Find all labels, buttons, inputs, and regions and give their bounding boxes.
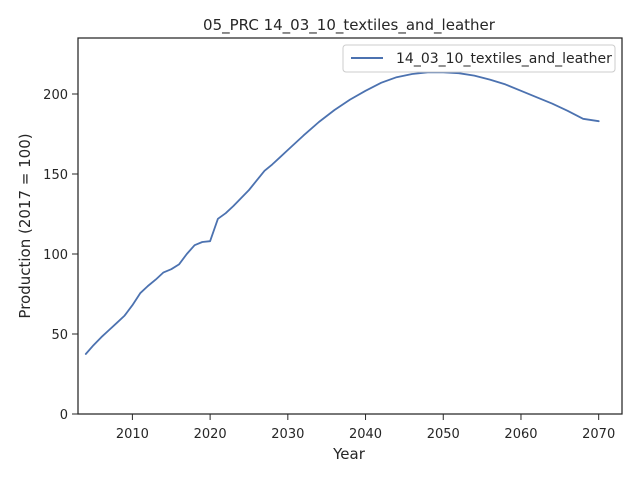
y-tick-label: 200	[43, 88, 68, 103]
x-tick-label: 2020	[194, 427, 227, 442]
chart-title: 05_PRC 14_03_10_textiles_and_leather	[203, 16, 496, 35]
legend: 14_03_10_textiles_and_leather	[342, 44, 616, 73]
x-tick-label: 2070	[582, 427, 615, 442]
y-axis-ticks: 0 50 100 150 200	[43, 88, 78, 423]
legend-entry-label: 14_03_10_textiles_and_leather	[396, 51, 612, 67]
plot-area-frame	[77, 37, 623, 415]
y-tick-label: 100	[43, 248, 68, 263]
x-axis-label: Year	[332, 445, 366, 463]
legend-box	[342, 44, 616, 73]
x-tick-label: 2030	[271, 427, 304, 442]
x-tick-label: 2040	[349, 427, 382, 442]
x-tick-label: 2010	[116, 427, 149, 442]
series-line	[84, 71, 600, 355]
y-axis-label: Production (2017 = 100)	[16, 133, 34, 318]
x-axis-ticks: 2010 2020 2030 2040 2050 2060 2070	[116, 414, 615, 442]
y-tick-label: 50	[51, 328, 68, 343]
series-layer	[84, 71, 600, 355]
x-tick-label: 2060	[504, 427, 537, 442]
y-tick-label: 150	[43, 168, 68, 183]
y-tick-label: 0	[60, 408, 68, 423]
x-tick-label: 2050	[427, 427, 460, 442]
